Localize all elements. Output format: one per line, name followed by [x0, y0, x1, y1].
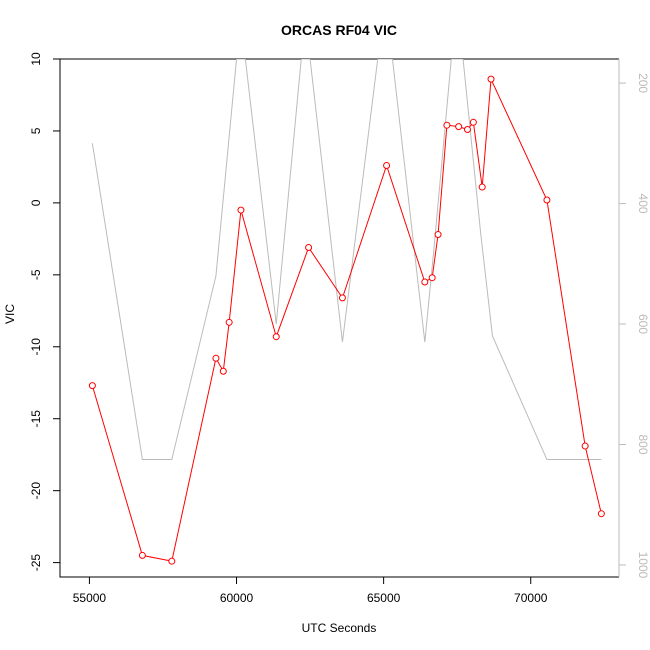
data-point [543, 196, 551, 204]
x-tick-label: 65000 [367, 591, 401, 605]
y-tick-label: -10 [29, 338, 43, 356]
y-tick-label: 10 [29, 52, 43, 66]
x-tick-label: 70000 [514, 591, 548, 605]
data-point [383, 161, 391, 169]
plot-left-bottom-border [59, 59, 619, 578]
series-primary [88, 75, 605, 565]
y-tick-label: -5 [29, 269, 43, 280]
data-point [443, 121, 451, 129]
data-point [421, 278, 429, 286]
data-point [305, 243, 313, 251]
data-point [338, 294, 346, 302]
x-tick-label: 60000 [220, 591, 254, 605]
y2-tick-label: 200 [636, 73, 650, 93]
chart-title: ORCAS RF04 VIC [281, 22, 397, 38]
data-point [469, 118, 477, 126]
y-axis-label: VIC [3, 304, 17, 324]
y2-axis: 200 400 600 800 1000 [619, 73, 650, 579]
data-point [581, 442, 589, 450]
y-tick-label: 5 [29, 127, 43, 134]
series-secondary [91, 59, 602, 461]
secondary-series-line [91, 59, 602, 461]
data-point [597, 510, 605, 518]
data-point [88, 382, 96, 390]
data-point [455, 123, 463, 131]
x-axis: 55000 60000 65000 70000 [73, 577, 548, 605]
data-point [138, 551, 146, 559]
y-tick-label: -25 [29, 554, 43, 572]
data-point [225, 318, 233, 326]
data-point [463, 126, 471, 134]
plot-frame [59, 58, 620, 578]
data-point [168, 557, 176, 565]
y-tick-label: -15 [29, 410, 43, 428]
y2-tick-label: 1000 [636, 552, 650, 579]
y-tick-label: 0 [29, 199, 43, 206]
y2-tick-label: 800 [636, 434, 650, 454]
data-point [272, 333, 280, 341]
x-axis-label: UTC Seconds [302, 621, 377, 635]
data-point [487, 75, 495, 83]
data-point [478, 183, 486, 191]
y-tick-label: -20 [29, 482, 43, 500]
data-point [212, 354, 220, 362]
primary-series-line [91, 77, 602, 562]
x-tick-label: 55000 [73, 591, 107, 605]
data-point [219, 367, 227, 375]
data-point [434, 231, 442, 239]
y2-tick-label: 400 [636, 194, 650, 214]
y-axis: -25 -20 -15 -10 -5 0 5 10 [29, 52, 60, 571]
y2-tick-label: 600 [636, 314, 650, 334]
data-point [237, 206, 245, 214]
data-point [428, 274, 436, 282]
